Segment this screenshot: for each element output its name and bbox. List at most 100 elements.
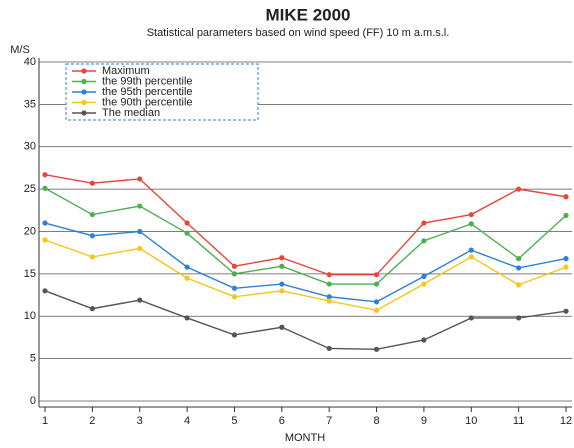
x-tick-label: 11 (513, 415, 524, 427)
data-point (326, 345, 332, 352)
y-axis-label: M/S (10, 44, 30, 56)
data-point (468, 211, 474, 218)
data-point (373, 272, 380, 278)
legend-marker (81, 78, 87, 85)
x-tick-label: 10 (465, 415, 477, 427)
data-point (137, 176, 143, 182)
data-point (42, 172, 48, 178)
data-point (231, 294, 238, 300)
data-point (516, 186, 522, 192)
series-line (44, 239, 567, 312)
data-point (326, 298, 332, 304)
x-tick-label: 2 (89, 415, 95, 427)
legend-marker (81, 110, 87, 116)
x-tick-label: 9 (421, 415, 427, 427)
data-point (279, 324, 285, 330)
legend-label: the 95th percentile (102, 86, 193, 98)
y-tick-label: 5 (30, 353, 36, 365)
y-tick-label: 30 (24, 141, 36, 153)
data-point (563, 256, 569, 262)
data-point (42, 288, 48, 294)
data-point (231, 285, 238, 291)
legend-marker (81, 89, 87, 95)
data-point (421, 281, 427, 287)
data-point (184, 264, 190, 270)
data-point (279, 281, 285, 287)
y-tick-label: 25 (24, 183, 36, 195)
data-point (42, 220, 48, 226)
data-point (421, 337, 427, 343)
data-point (373, 346, 380, 352)
data-point (516, 282, 522, 288)
data-point (184, 315, 190, 321)
x-tick-label: 12 (560, 415, 572, 427)
legend-label: the 90th percentile (102, 96, 193, 108)
data-point (326, 281, 332, 287)
y-tick-label: 0 (30, 395, 36, 407)
data-point (468, 221, 474, 227)
data-point (137, 228, 143, 235)
data-point (89, 180, 95, 186)
data-point (42, 185, 48, 191)
data-point (468, 254, 474, 260)
data-point (89, 211, 95, 218)
data-point (42, 237, 48, 243)
legend-box (65, 63, 259, 121)
data-point (516, 256, 522, 262)
x-tick-label: 3 (137, 415, 143, 427)
chart-subtitle: Statistical parameters based on wind spe… (147, 27, 450, 39)
series-line (44, 174, 567, 276)
data-point (563, 308, 569, 314)
data-point (421, 220, 427, 226)
data-point (231, 332, 238, 338)
data-point (373, 281, 380, 287)
y-tick-label: 40 (24, 56, 36, 68)
data-point (326, 294, 332, 300)
data-point (279, 263, 285, 269)
data-point (137, 203, 143, 209)
x-tick-label: 8 (373, 415, 379, 427)
data-point (137, 297, 143, 303)
y-tick-label: 35 (24, 98, 36, 110)
x-axis-label: MONTH (285, 432, 325, 444)
data-point (137, 245, 143, 252)
data-point (468, 247, 474, 253)
data-point (516, 265, 522, 271)
y-tick-label: 15 (24, 268, 36, 280)
x-tick-label: 6 (279, 415, 285, 427)
data-point (516, 315, 522, 321)
data-point (231, 271, 238, 277)
legend-label: Maximum (102, 65, 150, 77)
y-tick-label: 20 (24, 225, 36, 237)
data-point (184, 275, 190, 281)
x-tick-label: 7 (326, 415, 332, 427)
data-point (468, 315, 474, 321)
data-point (184, 220, 190, 226)
x-tick-label: 5 (231, 415, 237, 427)
data-point (231, 263, 238, 269)
data-point (421, 238, 427, 244)
data-point (89, 233, 95, 239)
data-point (326, 272, 332, 278)
x-tick-label: 1 (42, 415, 48, 427)
data-point (421, 273, 427, 280)
data-point (279, 255, 285, 261)
chart-title: MIKE 2000 (265, 5, 350, 24)
series-line (44, 187, 567, 285)
data-point (373, 307, 380, 313)
data-point (563, 264, 569, 270)
legend-marker (81, 99, 87, 106)
data-point (89, 254, 95, 260)
legend-marker (81, 68, 87, 74)
y-tick-label: 10 (24, 310, 36, 322)
data-point (563, 212, 569, 218)
data-point (279, 288, 285, 294)
legend-label: The median (102, 107, 160, 119)
data-point (184, 230, 190, 236)
x-tick-label: 4 (184, 415, 190, 427)
data-point (373, 299, 380, 305)
series-line (44, 290, 567, 351)
data-point (89, 306, 95, 312)
series-line (44, 222, 567, 303)
